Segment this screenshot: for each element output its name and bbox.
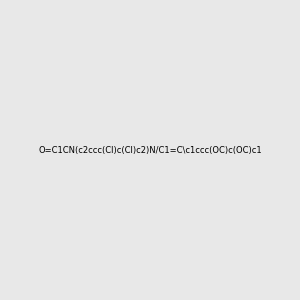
Text: O=C1CN(c2ccc(Cl)c(Cl)c2)N/C1=C\c1ccc(OC)c(OC)c1: O=C1CN(c2ccc(Cl)c(Cl)c2)N/C1=C\c1ccc(OC)… bbox=[38, 146, 262, 154]
